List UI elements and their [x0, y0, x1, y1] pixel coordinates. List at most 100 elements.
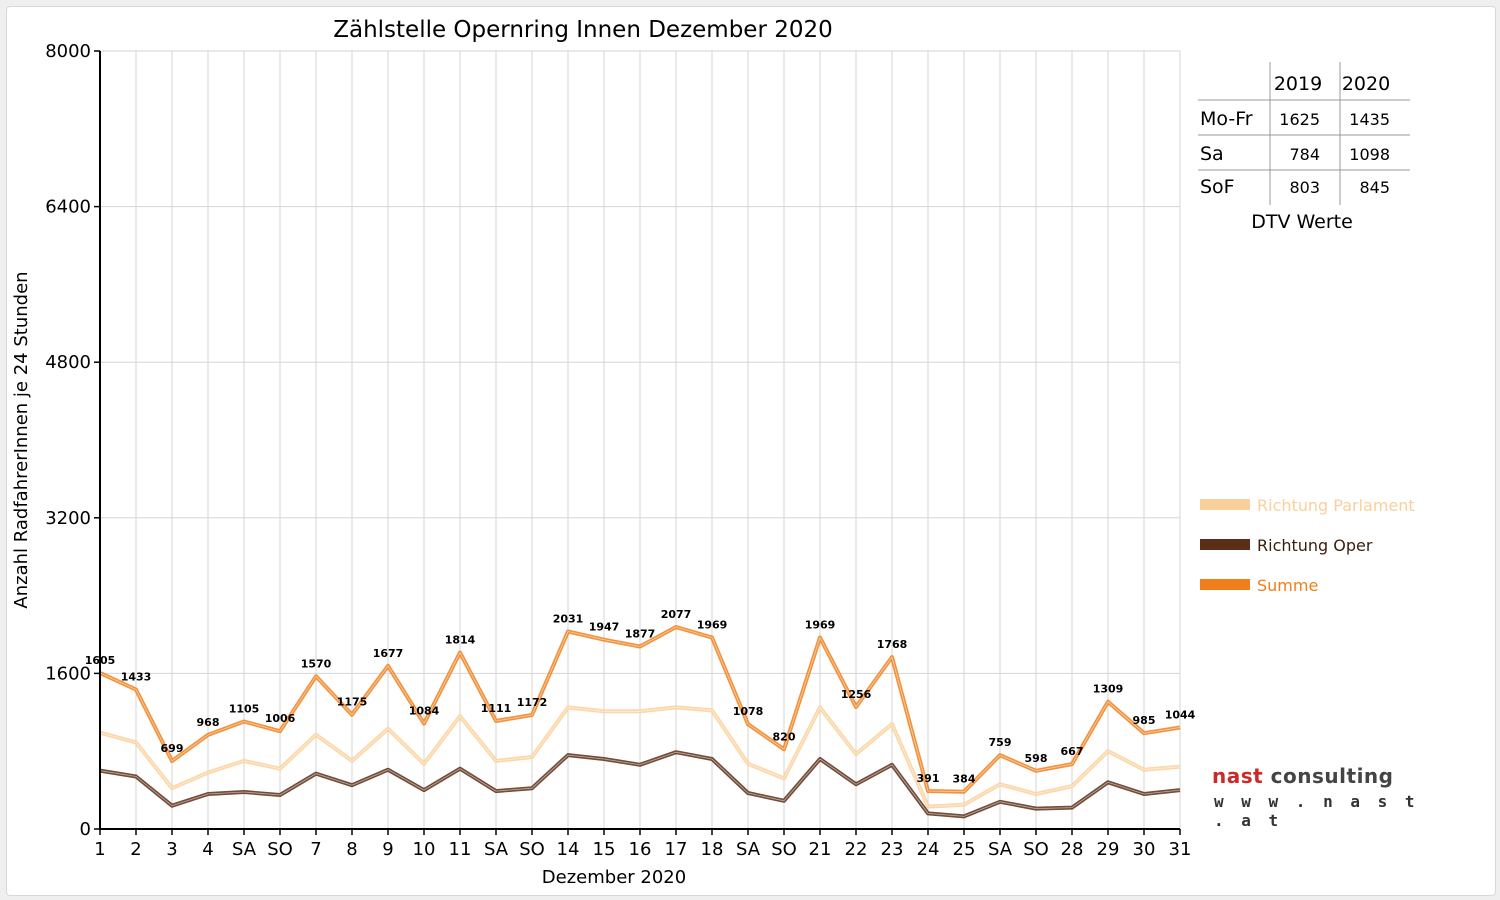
x-tick-label: SO: [771, 839, 797, 860]
series-layer: [99, 625, 1181, 819]
data-label: 1084: [409, 705, 440, 718]
dtv-row-label: SoF: [1200, 176, 1235, 198]
x-tick-label: 22: [845, 839, 868, 860]
data-label: 1768: [877, 638, 908, 651]
legend: Richtung Parlament Richtung Oper Summe: [1200, 496, 1415, 595]
x-tick-label: 17: [665, 839, 688, 860]
data-label: 1111: [481, 702, 512, 715]
dtv-cell: 845: [1359, 178, 1390, 197]
dtv-cell: 784: [1289, 145, 1320, 164]
data-label: 1309: [1093, 683, 1124, 696]
dtv-header-2020: 2020: [1342, 73, 1390, 95]
data-label: 985: [1133, 714, 1156, 727]
dtv-cell: 1625: [1279, 110, 1320, 129]
x-tick-label: 15: [593, 839, 616, 860]
dtv-cell: 1435: [1349, 110, 1390, 129]
nast-logo: nast consulting w w w . n a s t . a t: [1200, 750, 1443, 830]
y-tick-label: 6400: [45, 197, 91, 218]
legend-label: Richtung Oper: [1257, 536, 1373, 555]
x-tick-label: 9: [382, 839, 393, 860]
data-label: 1006: [265, 712, 296, 725]
dtv-cell: 1098: [1349, 145, 1390, 164]
legend-swatch: [1200, 539, 1250, 550]
data-label: 1969: [805, 619, 836, 632]
x-tick-label: 10: [413, 839, 436, 860]
series-richtung-parlament: [99, 705, 1181, 809]
data-label: 1677: [373, 647, 404, 660]
logo-brand: nast consulting: [1212, 764, 1393, 788]
x-tick-label: SA: [232, 839, 257, 860]
grid: [100, 50, 1181, 829]
data-label: 2031: [553, 612, 584, 625]
x-tick-label: SO: [1023, 839, 1049, 860]
data-label: 598: [1025, 752, 1048, 765]
logo-url: w w w . n a s t . a t: [1214, 792, 1419, 830]
x-tick-label: 7: [310, 839, 321, 860]
data-label: 1078: [733, 705, 764, 718]
dtv-cell: 803: [1289, 178, 1320, 197]
x-tick-label: 30: [1133, 839, 1156, 860]
series-richtung-oper: [99, 750, 1181, 819]
data-label: 1175: [337, 696, 368, 709]
data-label: 820: [773, 730, 796, 743]
series-line-inner: [99, 707, 1181, 807]
data-label: 1433: [121, 671, 152, 684]
logo-brand-part2: consulting: [1270, 764, 1394, 788]
data-label: 391: [917, 772, 940, 785]
x-tick-label: 25: [953, 839, 976, 860]
data-label: 1256: [841, 688, 872, 701]
y-tick-label: 4800: [45, 352, 91, 373]
data-label: 1044: [1165, 708, 1196, 721]
data-label: 1570: [301, 657, 332, 670]
data-label: 667: [1061, 745, 1084, 758]
data-labels: 1605 1433 699 968 1105 1006 1570 1175 1677 1084 18…: [85, 608, 1196, 786]
data-label: 699: [161, 742, 184, 755]
x-tick-label: 8: [346, 839, 357, 860]
x-tick-label: 4: [202, 839, 213, 860]
data-label: 968: [197, 716, 220, 729]
dtv-caption: DTV Werte: [1251, 211, 1353, 233]
x-tick-label: SA: [736, 839, 761, 860]
y-tick-label: 0: [80, 819, 91, 840]
data-label: 759: [989, 736, 1012, 749]
legend-swatch: [1200, 579, 1250, 590]
x-tick-label: SO: [267, 839, 293, 860]
x-tick-label: 2: [130, 839, 141, 860]
x-tick-label: 29: [1097, 839, 1120, 860]
x-axis-title: Dezember 2020: [542, 867, 686, 888]
x-tick-label: 18: [701, 839, 724, 860]
logo-brand-part1: nast: [1212, 764, 1264, 788]
dtv-header-2019: 2019: [1274, 73, 1322, 95]
y-tick-label: 3200: [45, 508, 91, 529]
x-tick-label: SA: [988, 839, 1013, 860]
x-tick-label: SA: [484, 839, 509, 860]
x-tick-label: 28: [1061, 839, 1084, 860]
y-tick-label: 8000: [45, 41, 91, 62]
series-line-inner: [99, 626, 1181, 793]
x-tick-label: 11: [449, 839, 472, 860]
x-tick-label: 14: [557, 839, 580, 860]
x-tick-label: 21: [809, 839, 832, 860]
x-tick-label: 16: [629, 839, 652, 860]
x-tick-label: 31: [1169, 839, 1192, 860]
y-tick-label: 1600: [45, 663, 91, 684]
legend-label: Richtung Parlament: [1257, 496, 1415, 515]
data-label: 1172: [517, 696, 548, 709]
chart-title: Zählstelle Opernring Innen Dezember 2020: [333, 17, 833, 43]
dtv-table: 2019 2020 Mo-Fr 1625 1435 Sa 784 1098 So…: [1198, 62, 1410, 233]
legend-swatch: [1200, 499, 1250, 510]
x-tick-label: 23: [881, 839, 904, 860]
data-label: 2077: [661, 608, 692, 621]
data-label: 1814: [445, 634, 476, 647]
data-label: 1969: [697, 619, 728, 632]
x-tick-label: SO: [519, 839, 545, 860]
x-tick-label: 3: [166, 839, 177, 860]
chart-frame: [6, 6, 1496, 896]
data-label: 1947: [589, 621, 620, 634]
dtv-row-label: Mo-Fr: [1200, 108, 1253, 130]
series-line-inner: [99, 751, 1181, 817]
data-label: 384: [953, 773, 976, 786]
series-summe: [99, 625, 1181, 794]
